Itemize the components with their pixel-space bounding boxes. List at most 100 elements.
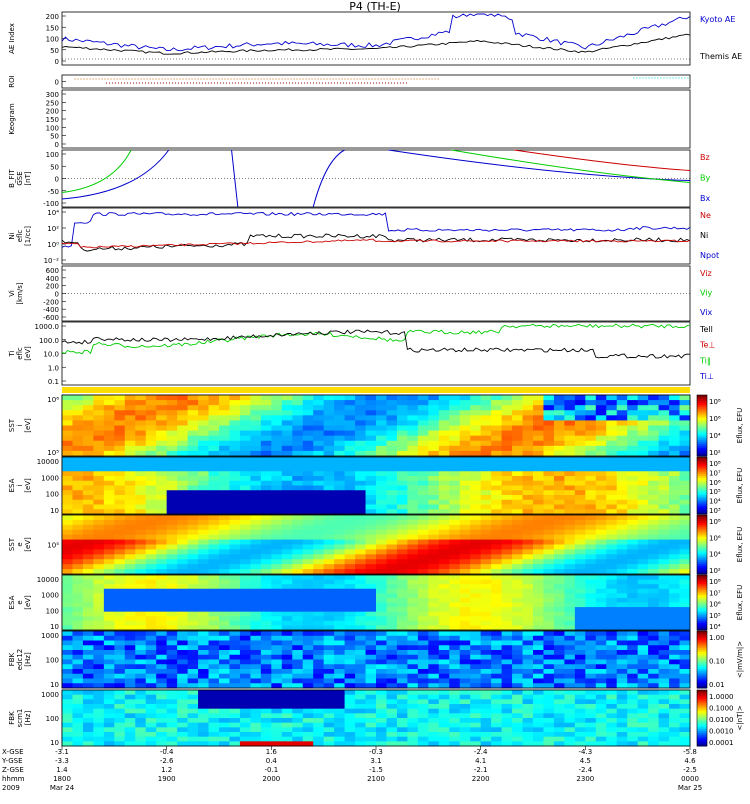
ytick-label: 50 <box>50 163 59 171</box>
spectro-cell <box>396 466 408 472</box>
spectro-cell <box>459 461 471 467</box>
spectro-cell <box>574 405 586 411</box>
spectro-cell <box>396 450 408 457</box>
spectro-cell <box>229 461 241 467</box>
spectro-cell <box>491 529 503 536</box>
spectro-cell <box>553 519 565 526</box>
ytick-label: -600 <box>43 314 59 322</box>
spectro-cell <box>564 708 576 714</box>
spectro-cell <box>124 732 136 738</box>
spectro-cell <box>260 435 272 442</box>
spectro-cell <box>302 415 314 421</box>
spectro-cell <box>501 515 513 521</box>
spectro-cell <box>501 569 513 575</box>
spectro-cell <box>595 425 607 432</box>
spectro-cell <box>177 430 189 437</box>
spectro-cell <box>386 593 398 599</box>
spectro-cell <box>648 593 660 599</box>
spectro-cell <box>438 654 450 660</box>
spectro-cell <box>219 490 230 496</box>
spectro-cell <box>459 635 471 641</box>
spectro-cell <box>595 635 607 641</box>
spectro-cell <box>271 741 283 747</box>
spectro-cell <box>208 515 220 521</box>
spectro-cell <box>229 415 241 421</box>
spectro-cell <box>365 732 377 738</box>
spectro-cell <box>365 559 377 565</box>
spectro-cell <box>187 461 199 467</box>
spectro-cell <box>553 400 565 406</box>
spectro-cell <box>124 450 136 457</box>
spectro-cell <box>292 457 304 463</box>
spectro-cell <box>72 405 84 411</box>
spectro-cell <box>585 495 597 501</box>
spectro-cell <box>522 559 534 565</box>
spectro-cell <box>553 440 565 447</box>
spectro-cell <box>135 575 147 581</box>
spectro-cell <box>396 607 408 613</box>
spectro-cell <box>417 650 429 656</box>
spectro-cell <box>512 519 524 526</box>
spectro-cell <box>62 620 73 626</box>
spectro-cell <box>543 732 555 738</box>
spectro-cell <box>396 690 408 696</box>
spectro-cell <box>344 425 356 432</box>
spectro-cell <box>323 683 335 689</box>
spectro-cell <box>114 490 126 496</box>
spectro-cell <box>93 539 105 545</box>
spectro-cell <box>459 519 471 526</box>
spectro-cell <box>407 466 419 472</box>
spectro-cell <box>198 405 210 411</box>
spectro-cell <box>82 524 94 531</box>
x-axis-labels: X-GSEY-GSEZ-GSEhhmm2009-3.1-3.31.41800Ma… <box>1 746 702 792</box>
spectro-cell <box>501 602 513 608</box>
spectro-cell <box>103 669 115 675</box>
spectro-frame <box>61 574 691 631</box>
colorbar-cell <box>697 606 707 609</box>
spectro-cell <box>438 678 450 684</box>
spectro-cell <box>533 440 544 447</box>
spectro-cell <box>501 485 513 491</box>
spectro-cell <box>323 654 335 660</box>
spectro-cell <box>250 704 262 710</box>
spectro-cell <box>166 645 178 651</box>
spectro-cell <box>637 736 649 742</box>
spectro-cell <box>574 575 586 581</box>
spectro-cell <box>616 602 628 608</box>
spectro-cell <box>323 529 335 536</box>
spectro-cell <box>386 564 398 570</box>
spectro-cell <box>449 569 461 575</box>
spectro-cell <box>260 699 272 705</box>
spectro-cell <box>627 415 639 421</box>
spectro-cell <box>114 593 126 599</box>
spectro-cell <box>480 410 492 416</box>
spectro-cell <box>501 395 513 401</box>
spectro-cell <box>208 602 220 608</box>
spectro-cell <box>219 690 230 696</box>
spectro-cell <box>62 635 73 641</box>
spectro-cell <box>239 664 251 670</box>
spectro-cell <box>323 425 335 432</box>
spectro-cell <box>187 415 199 421</box>
spectro-cell <box>124 620 136 626</box>
ytick-label: 100 <box>46 36 59 44</box>
spectro-cell <box>344 669 356 675</box>
spectro-cell <box>470 415 482 421</box>
spectro-cell <box>648 504 660 510</box>
spectro-cell <box>198 549 210 555</box>
spectro-cell <box>512 461 524 467</box>
spectro-cell <box>376 425 387 432</box>
spectro-cell <box>271 539 283 545</box>
spectro-cell <box>648 575 660 581</box>
spectro-cell <box>239 564 251 570</box>
spectro-cell <box>187 476 199 482</box>
spectro-cell <box>417 435 429 442</box>
panel-ylabel: FBK <box>8 711 16 725</box>
spectro-cell <box>459 445 471 452</box>
spectro-cell <box>166 457 178 463</box>
spectro-cell <box>323 495 335 501</box>
spectro-cell <box>637 480 649 486</box>
spectro-cell <box>616 625 628 631</box>
spectro-cell <box>386 718 398 724</box>
panel-ylabel: [km/s] <box>16 282 24 305</box>
